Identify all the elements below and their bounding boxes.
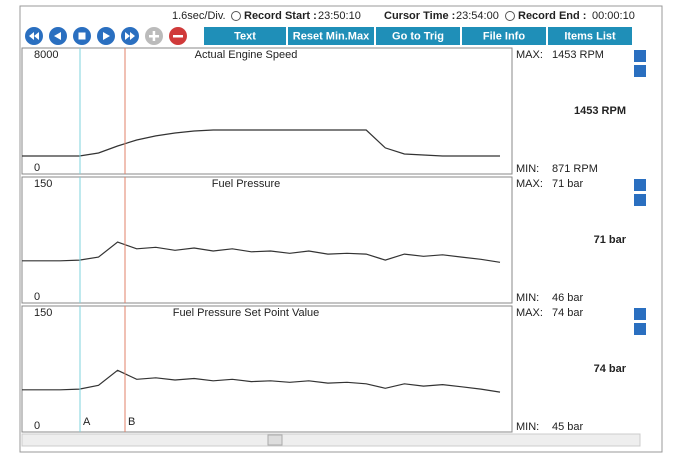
close-button[interactable] (634, 50, 646, 62)
min-label: MIN: (516, 163, 539, 175)
close-button[interactable] (634, 179, 646, 191)
cursor-label: A (83, 416, 91, 428)
trace (22, 241, 501, 263)
scroll-thumb[interactable] (267, 434, 283, 446)
toolbar-buttons: Text Reset Min.Max Go to Trig File Info Item… (204, 27, 632, 45)
current-value: 74 bar (594, 363, 627, 375)
panel-title: Fuel Pressure Set Point Value (173, 307, 320, 319)
min-value: 46 bar (552, 292, 584, 304)
resize-button[interactable] (634, 323, 646, 335)
current-value: 71 bar (594, 234, 627, 246)
min-label: MIN: (516, 421, 539, 433)
y-tick-label: 0 (34, 291, 40, 303)
max-value: 1453 RPM (552, 49, 604, 61)
toolbar-button[interactable] (462, 27, 546, 45)
toolbar-button[interactable] (204, 27, 286, 45)
graph-area (21, 47, 513, 175)
close-button[interactable] (634, 308, 646, 320)
y-tick-label: 0 (34, 420, 40, 432)
min-label: MIN: (516, 292, 539, 304)
trace (22, 129, 500, 157)
record-start-label: Record Start : (244, 10, 317, 22)
current-value: 1453 RPM (574, 105, 626, 117)
trace (22, 369, 501, 393)
max-label: MAX: (516, 307, 543, 319)
min-value: 871 RPM (552, 163, 598, 175)
panel-title: Actual Engine Speed (195, 49, 298, 61)
y-tick-label: 150 (34, 178, 52, 190)
resize-button[interactable] (634, 194, 646, 206)
max-value: 71 bar (552, 178, 584, 190)
h-scrollbar[interactable] (21, 433, 641, 447)
y-tick-label: 0 (34, 162, 40, 174)
cursor-time: 23:54:00 (456, 10, 499, 22)
y-tick-label: 8000 (34, 49, 58, 61)
clock-icon (505, 11, 515, 21)
button-label: Items List (564, 30, 616, 42)
resize-button[interactable] (634, 65, 646, 77)
button-label: Go to Trig (392, 30, 444, 42)
button-label: Reset Min.Max (293, 30, 370, 42)
toolbar-button[interactable] (548, 27, 632, 45)
toolbar-button[interactable] (376, 27, 460, 45)
record-end: 00:00:10 (592, 10, 635, 22)
cursor-label: B (128, 416, 135, 428)
button-label: File Info (483, 30, 525, 42)
record-end-label: Record End : (518, 10, 586, 22)
min-value: 45 bar (552, 421, 584, 433)
max-label: MAX: (516, 178, 543, 190)
button-label: Text (234, 30, 256, 42)
panels: Actual Engine Speed 0 8000 MAX: 1453 RPM 1453… (21, 47, 646, 433)
max-value: 74 bar (552, 307, 584, 319)
toolbar-button[interactable] (288, 27, 374, 45)
y-tick-label: 150 (34, 307, 52, 319)
clock-icon (231, 11, 241, 21)
max-label: MAX: (516, 49, 543, 61)
panel-title: Fuel Pressure (212, 178, 280, 190)
cursor-time-label: Cursor Time : (384, 10, 455, 22)
record-start: 23:50:10 (318, 10, 361, 22)
graph-area (21, 305, 513, 433)
time-div: 1.6sec/Div. (172, 10, 226, 22)
playback-controls (25, 27, 187, 45)
graph-area (21, 176, 513, 304)
